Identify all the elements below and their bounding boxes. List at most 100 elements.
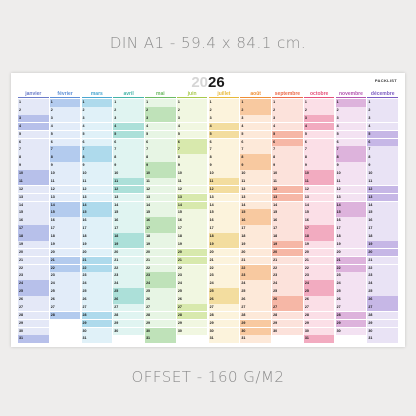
day-number: 19 [336,241,341,246]
day-number: 21 [336,257,341,262]
day-number: 6 [19,139,21,144]
day-cell: 7 [18,146,49,154]
day-cell: 27 [176,303,208,312]
day-number: 14 [273,202,278,207]
day-cell: 1 [81,99,113,107]
day-number: 16 [241,218,246,223]
day-cell: 6 [49,138,81,147]
day-number: 13 [209,194,214,199]
month-name: avril [123,91,134,97]
day-number: 19 [19,241,23,246]
day-number: 4 [19,123,21,128]
day-cell: 18 [49,233,81,241]
day-cell: 31 [208,335,240,343]
day-number: 23 [209,273,214,278]
day-cell: 28 [176,311,208,320]
day-cell: 9 [176,162,208,170]
day-number: 14 [19,202,23,207]
day-number: 12 [177,186,182,191]
day-number: 11 [368,178,373,183]
day-cell: 2 [18,107,49,115]
day-number: 8 [82,155,85,160]
day-number: 16 [273,218,278,223]
day-cell: 25 [367,288,398,296]
day-number: 17 [241,226,246,231]
day-number: 28 [50,312,55,317]
day-number: 11 [241,178,246,183]
day-number: 1 [209,100,212,105]
day-number: 28 [82,312,87,317]
day-number: 21 [209,257,214,262]
day-number: 8 [368,155,371,160]
day-number: 9 [19,163,21,168]
day-cell: 11 [208,177,240,186]
day-cell: 6 [335,138,367,147]
day-number: 6 [82,139,85,144]
day-cell: 14 [303,201,335,210]
empty-day-cell [272,335,303,342]
day-cell: 26 [49,296,81,304]
day-cell: 25 [208,288,240,296]
day-number: 4 [177,123,180,128]
day-number: 20 [177,249,182,254]
day-number: 31 [209,336,214,341]
day-cell: 14 [208,201,240,210]
day-cell: 31 [81,335,113,343]
day-number: 21 [50,257,55,262]
day-number: 10 [209,171,214,176]
day-cell: 27 [367,303,398,312]
day-number: 6 [146,139,149,144]
day-cell: 2 [81,107,113,115]
day-cell: 13 [176,193,208,202]
day-number: 26 [114,297,119,302]
day-number: 18 [82,234,87,239]
day-cell: 15 [176,209,208,217]
empty-day-cell [336,335,367,342]
empty-day-cell [50,335,81,342]
day-cell: 24 [49,280,81,288]
day-cell: 8 [208,154,240,162]
day-number: 3 [368,115,371,120]
day-cell: 8 [18,154,49,162]
day-number: 10 [146,171,151,176]
day-number: 7 [19,147,21,152]
day-cell: 17 [303,225,335,233]
day-number: 25 [50,289,55,294]
day-number: 9 [146,163,149,168]
day-number: 28 [336,312,341,317]
day-cell: 2 [49,107,81,115]
day-cell: 10 [18,170,49,178]
day-cell: 12 [81,185,113,194]
day-cell: 5 [335,130,367,139]
day-number: 5 [273,131,276,136]
day-cell: 4 [81,122,113,131]
day-cell: 25 [145,288,176,296]
day-number: 10 [19,171,23,176]
day-number: 3 [209,115,212,120]
month-name: février [57,91,73,97]
day-number: 4 [368,123,371,128]
month-color-bar [176,97,208,99]
day-number: 10 [368,171,373,176]
day-cell: 20 [145,248,176,257]
month-name: juin [187,91,197,97]
day-number: 29 [19,320,23,325]
month-color-bar [208,97,240,99]
day-cell: 9 [240,162,271,170]
day-cell: 13 [335,193,367,202]
day-number: 18 [177,234,182,239]
day-number: 20 [19,249,23,254]
day-number: 27 [19,304,23,309]
day-number: 8 [273,155,276,160]
day-list: 1 2 3 4 5 6 7 8 9 10 11 12 13 14 15 16 17 18 19 20 21 22 23 24 2… [113,99,144,343]
day-number: 10 [50,171,55,176]
day-cell: 3 [303,114,335,123]
day-number: 27 [50,304,55,309]
day-number: 14 [82,202,87,207]
day-cell: 7 [208,146,240,154]
day-cell: 27 [240,303,271,312]
day-number: 25 [209,289,214,294]
month-column: mars 1 2 3 4 5 6 7 8 9 10 11 12 13 14 15 16 17 18 19 20 21 22 2… [81,91,113,343]
day-cell: 19 [272,240,303,249]
day-cell: 2 [272,107,303,115]
